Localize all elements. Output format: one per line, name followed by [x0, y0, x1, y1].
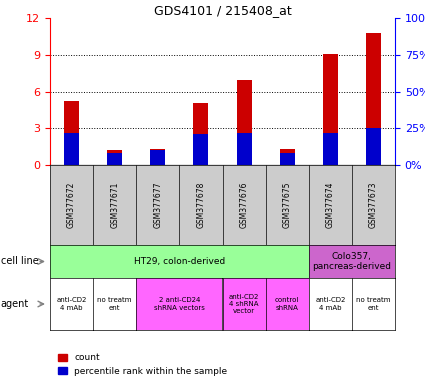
- Text: anti-CD2
4 mAb: anti-CD2 4 mAb: [57, 298, 87, 311]
- Text: 2 anti-CD24
shRNA vectors: 2 anti-CD24 shRNA vectors: [154, 298, 205, 311]
- Bar: [193, 103, 209, 165]
- Text: GSM377671: GSM377671: [110, 182, 119, 228]
- Text: no treatm
ent: no treatm ent: [356, 298, 391, 311]
- Bar: [193, 134, 209, 165]
- Bar: [107, 150, 122, 165]
- Text: HT29, colon-derived: HT29, colon-derived: [134, 257, 225, 266]
- Text: GSM377672: GSM377672: [67, 182, 76, 228]
- Bar: [280, 153, 295, 165]
- Text: GSM377678: GSM377678: [196, 182, 205, 228]
- Bar: [323, 132, 338, 165]
- Text: agent: agent: [1, 299, 29, 309]
- Bar: [366, 33, 381, 165]
- Text: anti-CD2
4 mAb: anti-CD2 4 mAb: [315, 298, 346, 311]
- Bar: [150, 149, 165, 165]
- Text: control
shRNA: control shRNA: [275, 298, 299, 311]
- Bar: [323, 53, 338, 165]
- Text: no treatm
ent: no treatm ent: [97, 298, 132, 311]
- Legend: count, percentile rank within the sample: count, percentile rank within the sample: [54, 350, 231, 379]
- Bar: [64, 101, 79, 165]
- Title: GDS4101 / 215408_at: GDS4101 / 215408_at: [153, 4, 292, 17]
- Text: anti-CD2
4 shRNA
vector: anti-CD2 4 shRNA vector: [229, 294, 259, 314]
- Bar: [64, 132, 79, 165]
- Text: GSM377673: GSM377673: [369, 182, 378, 228]
- Text: GSM377676: GSM377676: [240, 182, 249, 228]
- Text: cell line: cell line: [1, 257, 39, 266]
- Bar: [280, 149, 295, 165]
- Bar: [150, 150, 165, 165]
- Bar: [107, 153, 122, 165]
- Bar: [237, 81, 252, 165]
- Text: GSM377674: GSM377674: [326, 182, 335, 228]
- Text: GSM377677: GSM377677: [153, 182, 162, 228]
- Text: GSM377675: GSM377675: [283, 182, 292, 228]
- Bar: [237, 132, 252, 165]
- Text: Colo357,
pancreas-derived: Colo357, pancreas-derived: [312, 252, 391, 271]
- Bar: [366, 128, 381, 165]
